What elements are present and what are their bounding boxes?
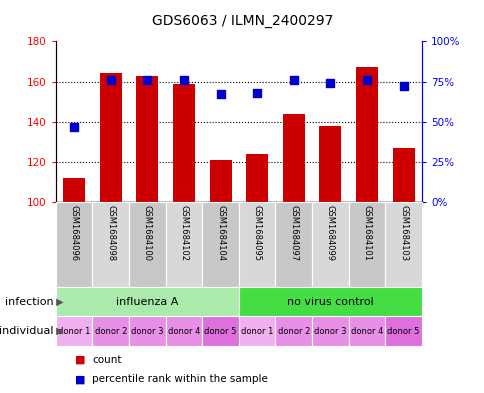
Point	[180, 77, 187, 83]
Bar	[129, 202, 166, 287]
Bar	[56, 287, 239, 316]
Text: GSM1684099: GSM1684099	[325, 205, 334, 261]
Point	[253, 90, 260, 96]
Point	[70, 123, 78, 130]
Bar	[92, 316, 129, 346]
Text: ▶: ▶	[53, 326, 64, 336]
Bar	[166, 202, 202, 287]
Bar	[275, 316, 312, 346]
Text: no virus control: no virus control	[287, 297, 373, 307]
Bar	[92, 202, 129, 287]
Text: infection: infection	[5, 297, 53, 307]
Text: GSM1684100: GSM1684100	[142, 205, 151, 261]
Bar	[63, 178, 85, 202]
Bar	[384, 316, 421, 346]
Bar	[100, 73, 121, 202]
Text: donor 5: donor 5	[387, 327, 419, 336]
Bar	[202, 202, 239, 287]
Bar	[348, 202, 385, 287]
Text: GSM1684098: GSM1684098	[106, 205, 115, 261]
Text: GSM1684102: GSM1684102	[179, 205, 188, 261]
Bar	[312, 316, 348, 346]
Point	[399, 83, 407, 90]
Text: influenza A: influenza A	[116, 297, 178, 307]
Bar	[56, 316, 92, 346]
Point	[326, 80, 333, 86]
Text: GSM1684103: GSM1684103	[398, 205, 408, 261]
Text: donor 1: donor 1	[58, 327, 90, 336]
Bar	[348, 316, 385, 346]
Bar	[246, 154, 268, 202]
Bar	[173, 84, 195, 202]
Text: individual: individual	[0, 326, 53, 336]
Text: donor 2: donor 2	[277, 327, 309, 336]
Text: ▶: ▶	[53, 297, 64, 307]
Text: GSM1684101: GSM1684101	[362, 205, 371, 261]
Point	[216, 91, 224, 97]
Bar	[129, 316, 166, 346]
Text: GSM1684095: GSM1684095	[252, 205, 261, 261]
Text: ■: ■	[75, 374, 86, 384]
Bar	[312, 202, 348, 287]
Bar	[275, 202, 312, 287]
Bar	[136, 75, 158, 202]
Bar	[239, 202, 275, 287]
Point	[106, 77, 114, 83]
Text: GSM1684096: GSM1684096	[69, 205, 78, 261]
Bar	[239, 316, 275, 346]
Text: donor 4: donor 4	[350, 327, 382, 336]
Text: GSM1684097: GSM1684097	[288, 205, 298, 261]
Point	[143, 77, 151, 83]
Point	[289, 77, 297, 83]
Bar	[202, 316, 239, 346]
Text: donor 5: donor 5	[204, 327, 236, 336]
Bar	[56, 202, 92, 287]
Text: GDS6063 / ILMN_2400297: GDS6063 / ILMN_2400297	[151, 14, 333, 28]
Text: donor 3: donor 3	[314, 327, 346, 336]
Bar	[319, 126, 341, 202]
Bar	[166, 316, 202, 346]
Bar	[282, 114, 304, 202]
Text: percentile rank within the sample: percentile rank within the sample	[92, 374, 268, 384]
Text: GSM1684104: GSM1684104	[215, 205, 225, 261]
Bar	[392, 148, 414, 202]
Text: donor 2: donor 2	[94, 327, 127, 336]
Bar	[355, 68, 377, 202]
Text: donor 3: donor 3	[131, 327, 163, 336]
Bar	[384, 202, 421, 287]
Bar	[239, 287, 421, 316]
Text: donor 1: donor 1	[241, 327, 273, 336]
Text: ■: ■	[75, 354, 86, 365]
Point	[363, 77, 370, 83]
Text: donor 4: donor 4	[167, 327, 200, 336]
Bar	[209, 160, 231, 202]
Text: count: count	[92, 354, 121, 365]
